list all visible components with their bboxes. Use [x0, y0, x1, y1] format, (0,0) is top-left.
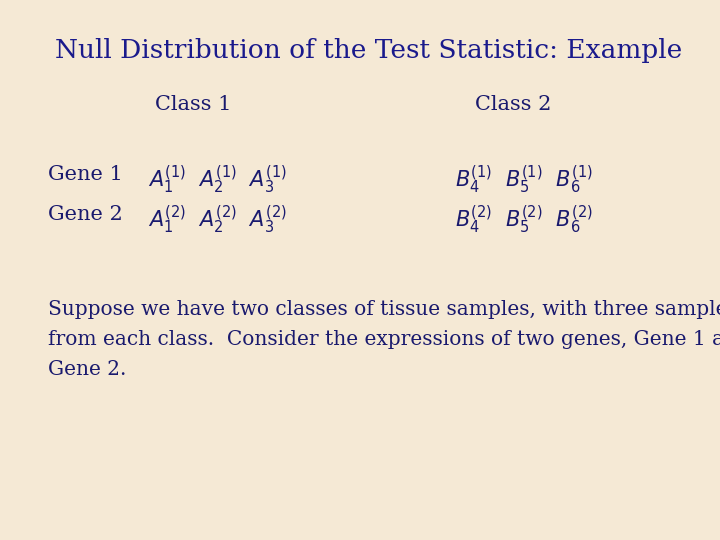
- Text: from each class.  Consider the expressions of two genes, Gene 1 and: from each class. Consider the expression…: [48, 330, 720, 349]
- Text: $B_4^{(1)}$  $B_5^{(1)}$  $B_6^{(1)}$: $B_4^{(1)}$ $B_5^{(1)}$ $B_6^{(1)}$: [455, 163, 593, 195]
- Text: $A_1^{(2)}$  $A_2^{(2)}$  $A_3^{(2)}$: $A_1^{(2)}$ $A_2^{(2)}$ $A_3^{(2)}$: [148, 203, 287, 235]
- Text: Gene 1: Gene 1: [48, 165, 123, 184]
- Text: Null Distribution of the Test Statistic: Example: Null Distribution of the Test Statistic:…: [55, 38, 683, 63]
- Text: Gene 2: Gene 2: [48, 205, 122, 224]
- Text: $A_1^{(1)}$  $A_2^{(1)}$  $A_3^{(1)}$: $A_1^{(1)}$ $A_2^{(1)}$ $A_3^{(1)}$: [148, 163, 287, 195]
- Text: Suppose we have two classes of tissue samples, with three samples: Suppose we have two classes of tissue sa…: [48, 300, 720, 319]
- Text: Gene 2.: Gene 2.: [48, 360, 127, 379]
- Text: Class 1: Class 1: [155, 95, 232, 114]
- Text: $B_4^{(2)}$  $B_5^{(2)}$  $B_6^{(2)}$: $B_4^{(2)}$ $B_5^{(2)}$ $B_6^{(2)}$: [455, 203, 593, 235]
- Text: Class 2: Class 2: [475, 95, 552, 114]
